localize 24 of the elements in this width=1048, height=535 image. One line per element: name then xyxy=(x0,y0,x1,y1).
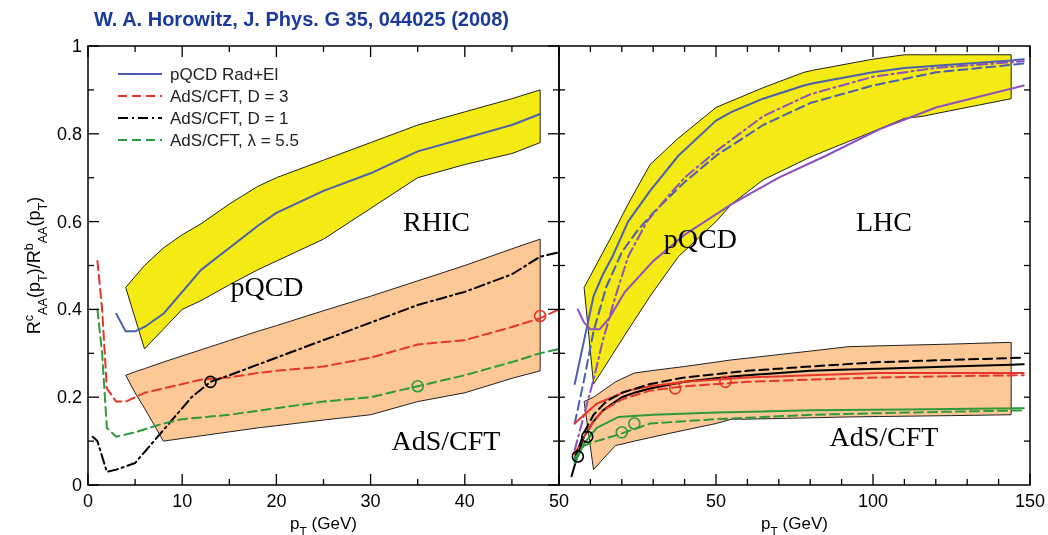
chart-title: W. A. Horowitz, J. Phys. G 35, 044025 (2008) xyxy=(94,8,509,30)
annotation: AdS/CFT xyxy=(829,420,939,452)
annotation: LHC xyxy=(855,205,912,237)
y-tick-label: 0 xyxy=(71,475,82,495)
y-tick-label: 0.8 xyxy=(56,123,82,144)
legend-label: AdS/CFT, D = 3 xyxy=(170,87,289,106)
y-tick-label: 1 xyxy=(71,36,82,56)
x-tick-label: 50 xyxy=(705,491,727,511)
x-tick-label: 30 xyxy=(360,491,381,511)
x-tick-label: 20 xyxy=(266,491,287,511)
annotation: pQCD xyxy=(230,271,304,303)
x-tick-label: 50 xyxy=(548,491,570,511)
y-tick-label: 0.4 xyxy=(56,299,82,320)
legend-label: pQCD Rad+El xyxy=(170,65,279,84)
x-tick-label: 100 xyxy=(857,491,889,511)
annotation: AdS/CFT xyxy=(391,425,501,457)
y-tick-label: 0.2 xyxy=(56,387,82,408)
legend-label: AdS/CFT, D = 1 xyxy=(170,109,289,128)
x-tick-label: 40 xyxy=(454,491,475,511)
x-tick-label: 150 xyxy=(1014,491,1046,511)
legend-label: AdS/CFT, λ = 5.5 xyxy=(170,131,299,150)
y-tick-label: 0.6 xyxy=(56,211,82,232)
x-tick-label: 10 xyxy=(172,491,193,511)
annotation: RHIC xyxy=(403,205,470,237)
